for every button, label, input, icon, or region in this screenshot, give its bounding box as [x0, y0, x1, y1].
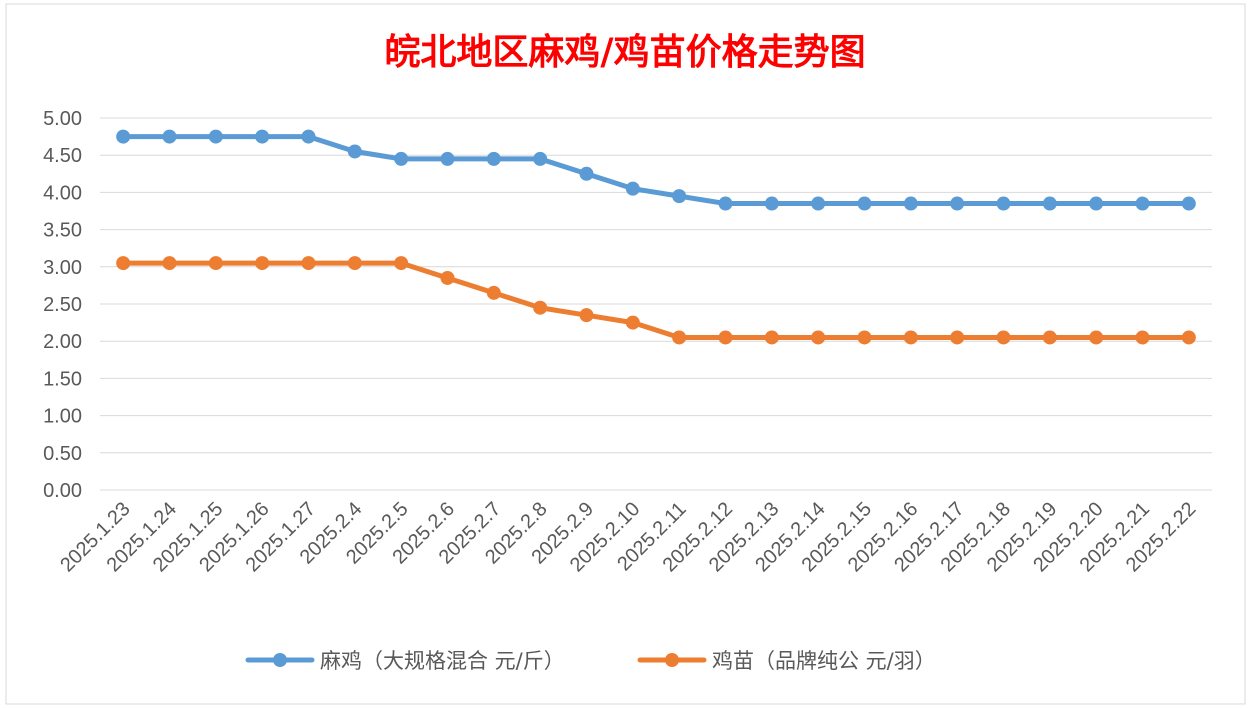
data-point	[301, 129, 316, 144]
data-point	[1089, 330, 1104, 345]
data-point	[1042, 196, 1057, 211]
legend: 麻鸡（大规格混合 元/斤） 鸡苗（品牌纯公 元/羽）	[245, 649, 936, 673]
data-point	[1089, 196, 1104, 211]
y-tick-label: 5.00	[43, 108, 82, 130]
data-point	[208, 256, 223, 271]
data-point	[394, 256, 409, 271]
y-tick-label: 2.00	[43, 331, 82, 353]
data-point	[718, 196, 733, 211]
data-point	[625, 315, 640, 330]
legend-marker	[665, 653, 679, 667]
data-point	[996, 196, 1011, 211]
data-point	[1135, 196, 1150, 211]
data-point	[764, 196, 779, 211]
series-line	[120, 134, 1192, 207]
y-tick-label: 3.00	[43, 257, 82, 279]
series-2	[116, 256, 1196, 345]
data-point	[996, 330, 1011, 345]
data-point	[533, 151, 548, 166]
data-point	[208, 129, 223, 144]
y-tick-label: 4.50	[43, 145, 82, 167]
data-point	[255, 129, 270, 144]
data-point	[116, 256, 131, 271]
y-tick-label: 0.00	[43, 480, 82, 502]
data-point	[116, 129, 131, 144]
data-point	[579, 166, 594, 181]
y-tick-label: 1.50	[43, 368, 82, 390]
data-point	[857, 330, 872, 345]
data-point	[1181, 330, 1196, 345]
data-point	[625, 181, 640, 196]
data-point	[718, 330, 733, 345]
data-point	[533, 300, 548, 315]
data-point	[255, 256, 270, 271]
legend-item-2: 鸡苗（品牌纯公 元/羽）	[637, 649, 936, 673]
data-point	[903, 196, 918, 211]
data-point	[811, 196, 826, 211]
data-point	[903, 330, 918, 345]
data-point	[347, 256, 362, 271]
y-tick-label: 1.00	[43, 406, 82, 428]
y-tick-label: 0.50	[43, 443, 82, 465]
y-axis-tick-labels: 0.00 0.50 1.00 1.50 2.00 2.50 3.00 3.50 4.00 4.50…	[43, 108, 82, 502]
data-point	[347, 144, 362, 159]
data-point	[486, 151, 501, 166]
data-point	[672, 189, 687, 204]
series-line	[120, 260, 1192, 340]
chart-border	[5, 3, 1246, 705]
data-point	[1042, 330, 1057, 345]
data-point	[672, 330, 687, 345]
data-point	[811, 330, 826, 345]
data-point	[1181, 196, 1196, 211]
y-tick-label: 3.50	[43, 220, 82, 242]
data-point	[950, 196, 965, 211]
data-point	[950, 330, 965, 345]
data-point	[162, 129, 177, 144]
data-point	[440, 151, 455, 166]
y-tick-label: 2.50	[43, 294, 82, 316]
data-point	[1135, 330, 1150, 345]
legend-label: 鸡苗（品牌纯公 元/羽）	[712, 649, 936, 673]
data-point	[301, 256, 316, 271]
series-1	[116, 129, 1196, 211]
legend-marker	[273, 653, 287, 667]
data-point	[579, 308, 594, 323]
chart-title: 皖北地区麻鸡/鸡苗价格走势图	[384, 31, 865, 73]
y-tick-label: 4.00	[43, 182, 82, 204]
legend-item-1: 麻鸡（大规格混合 元/斤）	[245, 649, 565, 673]
series-layer	[116, 129, 1196, 345]
data-point	[857, 196, 872, 211]
data-point	[162, 256, 177, 271]
data-point	[440, 270, 455, 285]
legend-label: 麻鸡（大规格混合 元/斤）	[320, 649, 565, 673]
data-point	[486, 285, 501, 300]
data-point	[764, 330, 779, 345]
data-point	[394, 151, 409, 166]
